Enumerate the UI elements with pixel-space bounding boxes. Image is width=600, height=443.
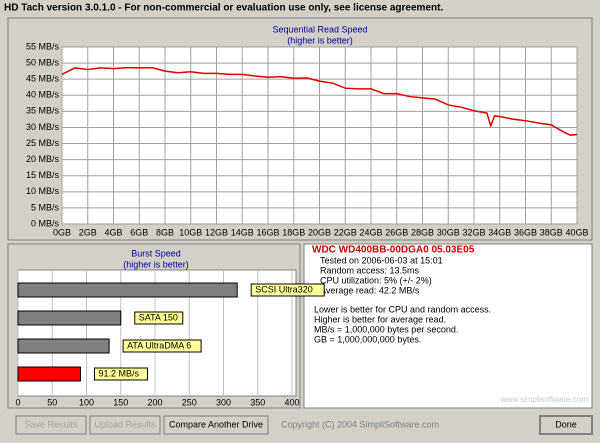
y-tick-label: 0 MB/s [31,218,60,228]
x-tick-label: 14GB [231,227,254,237]
save-button[interactable] [15,415,87,435]
label-box [250,283,325,297]
y-tick-label: 50 MB/s [26,57,60,67]
y-tick-label: 15 MB/s [26,170,60,180]
detail: Random access: 13.5ms [320,265,420,275]
x-tick-label: 12GB [205,227,228,237]
done-label: Done [555,419,577,429]
bar [17,282,238,298]
window-title: HD Tach version 3.0.1.0 - For non-commer… [4,3,443,14]
y-tick-label: 35 MB/s [26,106,60,116]
x-tick-label: 350 [250,397,265,407]
y-tick-label: 45 MB/s [26,74,60,84]
y-tick-label: 10 MB/s [26,186,60,196]
detail: CPU utilization: 5% (+/- 2%) [320,275,432,285]
chart-subtitle: (higher is better) [287,35,353,45]
bar [17,310,122,326]
label-box [134,311,184,325]
chart-title: Sequential Read Speed [272,24,367,34]
x-tick-label: 38GB [540,227,563,237]
save-label: Save Results [24,419,78,429]
y-tick-label: 25 MB/s [26,138,60,148]
x-tick-label: 24GB [359,227,382,237]
bar-label: SCSI Ultra320 [255,284,313,294]
label-box [122,339,202,353]
upload-label: Upload Results [94,419,156,429]
compare-label: Compare Another Drive [169,419,263,429]
x-tick-label: 200 [147,397,162,407]
x-tick-label: 150 [113,397,128,407]
x-tick-label: 6GB [130,227,148,237]
bar-label: 91.2 MB/s [98,368,139,378]
chart-title: Burst Speed [131,248,181,258]
chart-subtitle: (higher is better) [123,259,189,269]
info-panel [303,243,593,409]
bar-label: SATA 150 [139,312,178,322]
x-tick-label: 40GB [565,227,588,237]
x-tick-label: 34GB [488,227,511,237]
y-tick-label: 5 MB/s [31,202,60,212]
x-tick-label: 10GB [179,227,202,237]
watermark: www.simplisoftware.com [500,395,588,404]
x-tick-label: 20GB [308,227,331,237]
note: MB/s = 1,000,000 bytes per second. [314,324,458,334]
y-tick-label: 20 MB/s [26,154,60,164]
x-tick-label: 2GB [79,227,97,237]
x-tick-label: 28GB [411,227,434,237]
x-tick-label: 26GB [385,227,408,237]
x-tick-label: 32GB [462,227,485,237]
note: Lower is better for CPU and random acces… [314,304,491,314]
x-tick-label: 400 [284,397,299,407]
x-tick-label: 4GB [104,227,122,237]
detail: Average read: 42.2 MB/s [320,285,420,295]
x-tick-label: 22GB [334,227,357,237]
x-tick-label: 50 [47,397,57,407]
done-button[interactable] [539,415,593,435]
read-line [61,66,578,136]
x-tick-label: 8GB [156,227,174,237]
y-tick-label: 40 MB/s [26,90,60,100]
x-tick-label: 18GB [282,227,305,237]
detail: Tested on 2006-06-03 at 15:01 [320,255,443,265]
bar-label: ATA UltraDMA 6 [127,340,191,350]
note: GB = 1,000,000,000 bytes. [314,334,421,344]
x-tick-label: 100 [79,397,94,407]
drive-name: WDC WD400BB-00DGA0 05.03E05 [312,245,475,256]
upload-button[interactable] [89,415,161,435]
x-tick-label: 300 [216,397,231,407]
x-tick-label: 36GB [514,227,537,237]
bar [17,338,110,354]
note: Higher is better for average read. [314,314,446,324]
compare-button[interactable] [163,415,269,435]
x-tick-label: 250 [182,397,197,407]
label-box [93,367,148,381]
x-tick-label: 30GB [437,227,460,237]
x-tick-label: 0GB [53,227,71,237]
x-tick-label: 16GB [256,227,279,237]
y-tick-label: 30 MB/s [26,122,60,132]
x-tick-label: 0 [15,397,20,407]
y-tick-label: 55 MB/s [26,41,60,51]
bar [17,366,81,382]
copyright: Copyright (C) 2004 SimpliSoftware.com [281,419,439,429]
